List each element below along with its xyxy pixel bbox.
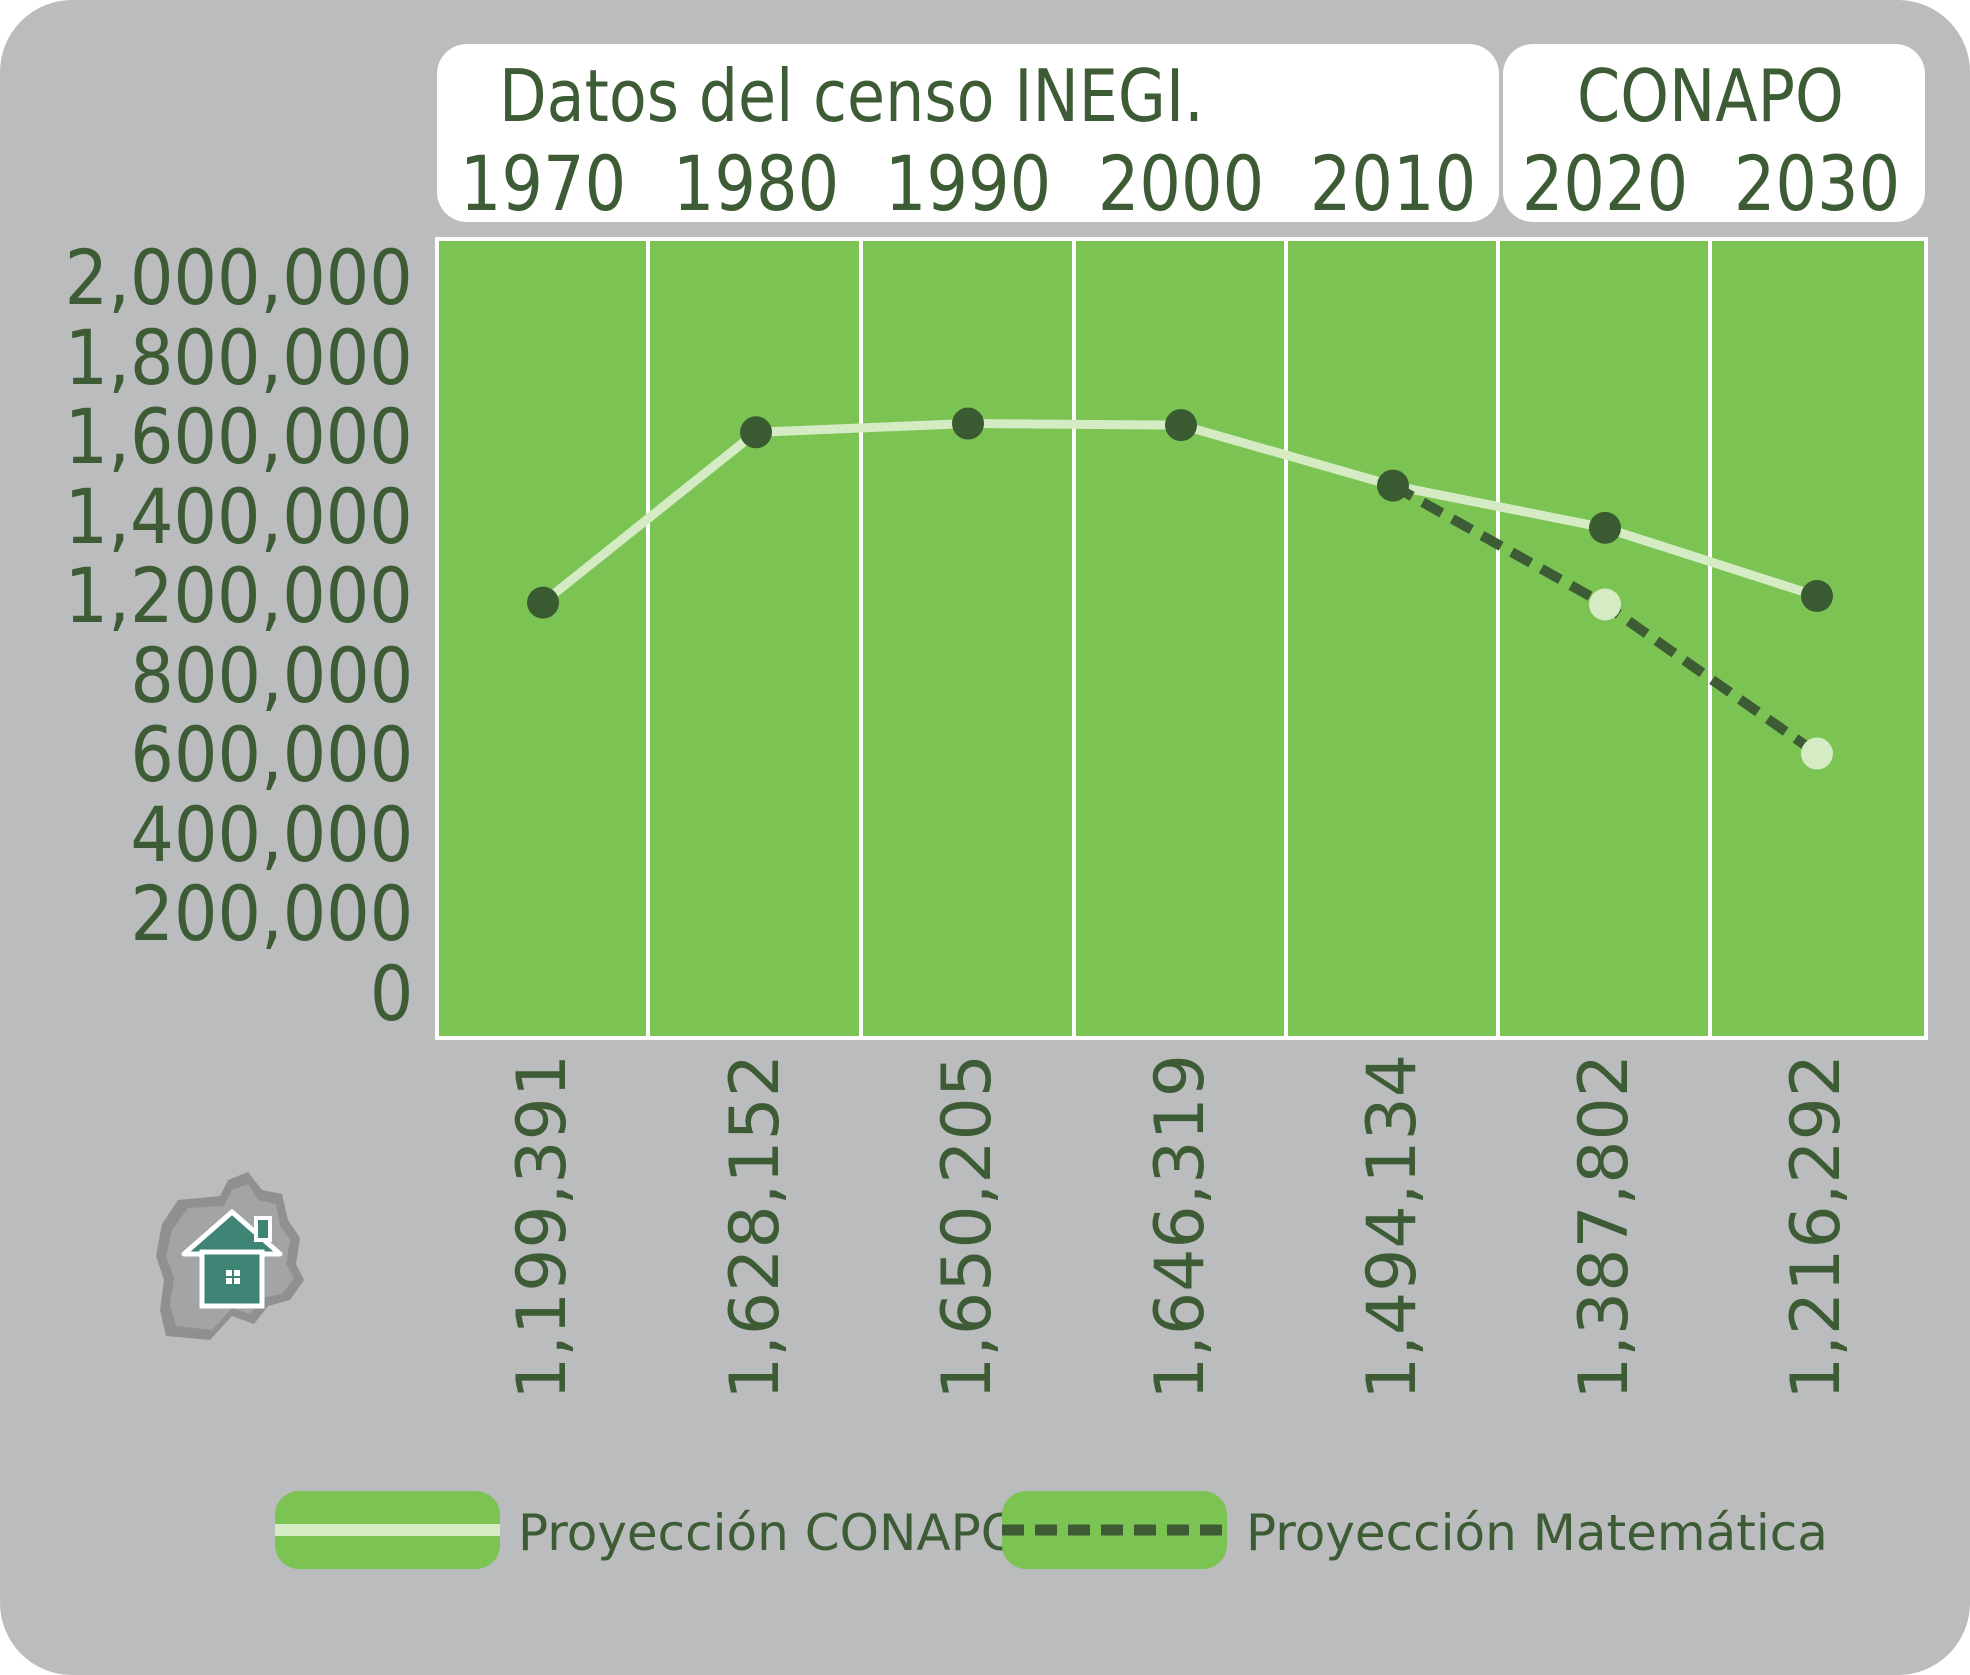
value-label-slot: 1,216,292	[1777, 1054, 1857, 1400]
value-label-slot: 1,650,205	[928, 1054, 1008, 1400]
inegi-header-title: Datos del censo INEGI.	[499, 54, 1204, 138]
math-point-2030	[1801, 737, 1833, 770]
conapo-point-1990	[952, 407, 984, 440]
value-label-slot: 1,494,134	[1353, 1054, 1433, 1400]
x-tick-1980: 1980	[672, 139, 840, 228]
x-tick-1990: 1990	[884, 139, 1052, 228]
conapo-point-1970	[527, 586, 559, 619]
math-point-2020	[1589, 588, 1621, 621]
x-tick-2020: 2020	[1521, 139, 1689, 228]
y-tick-label: 1,400,000	[64, 471, 413, 561]
value-label-1990: 1,650,205	[928, 1053, 1007, 1400]
value-label-2010: 1,494,134	[1353, 1053, 1432, 1400]
column-divider	[646, 237, 650, 1040]
y-tick-label: 600,000	[130, 710, 413, 799]
y-tick-label: 1,600,000	[64, 392, 413, 481]
value-label-1980: 1,628,152	[716, 1053, 795, 1400]
value-label-2000: 1,646,319	[1141, 1053, 1220, 1400]
conapo-header-title: CONAPO	[1577, 54, 1844, 138]
series-line-conapo	[540, 419, 1819, 607]
x-tick-2010: 2010	[1309, 139, 1477, 228]
conapo-header-panel: CONAPO	[1503, 44, 1925, 222]
value-label-slot: 1,199,391	[503, 1054, 583, 1400]
home-map-icon	[150, 1160, 320, 1354]
legend-label-math: Proyección Matemática	[1246, 1504, 1828, 1562]
column-divider	[1708, 237, 1712, 1040]
y-tick-label: 200,000	[130, 869, 413, 958]
y-tick-label: 1,200,000	[64, 551, 413, 640]
value-label-2020: 1,387,802	[1565, 1053, 1644, 1400]
value-label-slot: 1,387,802	[1565, 1054, 1645, 1400]
column-divider	[1496, 237, 1500, 1040]
conapo-point-2000	[1165, 409, 1197, 442]
legend-swatch-conapo	[275, 1491, 500, 1569]
legend-label-conapo: Proyección CONAPO	[518, 1504, 1021, 1562]
x-tick-2000: 2000	[1097, 139, 1265, 228]
x-tick-2030: 2030	[1733, 139, 1901, 228]
y-tick-label: 2,000,000	[64, 233, 413, 322]
legend-swatch-math	[1002, 1491, 1227, 1569]
conapo-point-2010	[1377, 469, 1409, 502]
conapo-point-2020	[1589, 511, 1621, 544]
plot-area	[435, 237, 1928, 1040]
column-divider	[1284, 237, 1288, 1040]
y-tick-label: 0	[369, 948, 413, 1038]
column-divider	[859, 237, 863, 1040]
conapo-point-1980	[740, 416, 772, 449]
value-label-slot: 1,628,152	[716, 1054, 796, 1400]
value-label-slot: 1,646,319	[1141, 1054, 1221, 1400]
value-label-1970: 1,199,391	[503, 1053, 582, 1400]
y-tick-label: 400,000	[130, 789, 413, 879]
y-tick-label: 800,000	[130, 630, 413, 720]
y-tick-label: 1,800,000	[64, 312, 413, 402]
conapo-point-2030	[1801, 580, 1833, 613]
value-label-2030: 1,216,292	[1777, 1053, 1856, 1400]
inegi-header-panel: Datos del censo INEGI.	[437, 44, 1499, 222]
x-tick-1970: 1970	[459, 139, 627, 228]
column-divider	[1072, 237, 1076, 1040]
